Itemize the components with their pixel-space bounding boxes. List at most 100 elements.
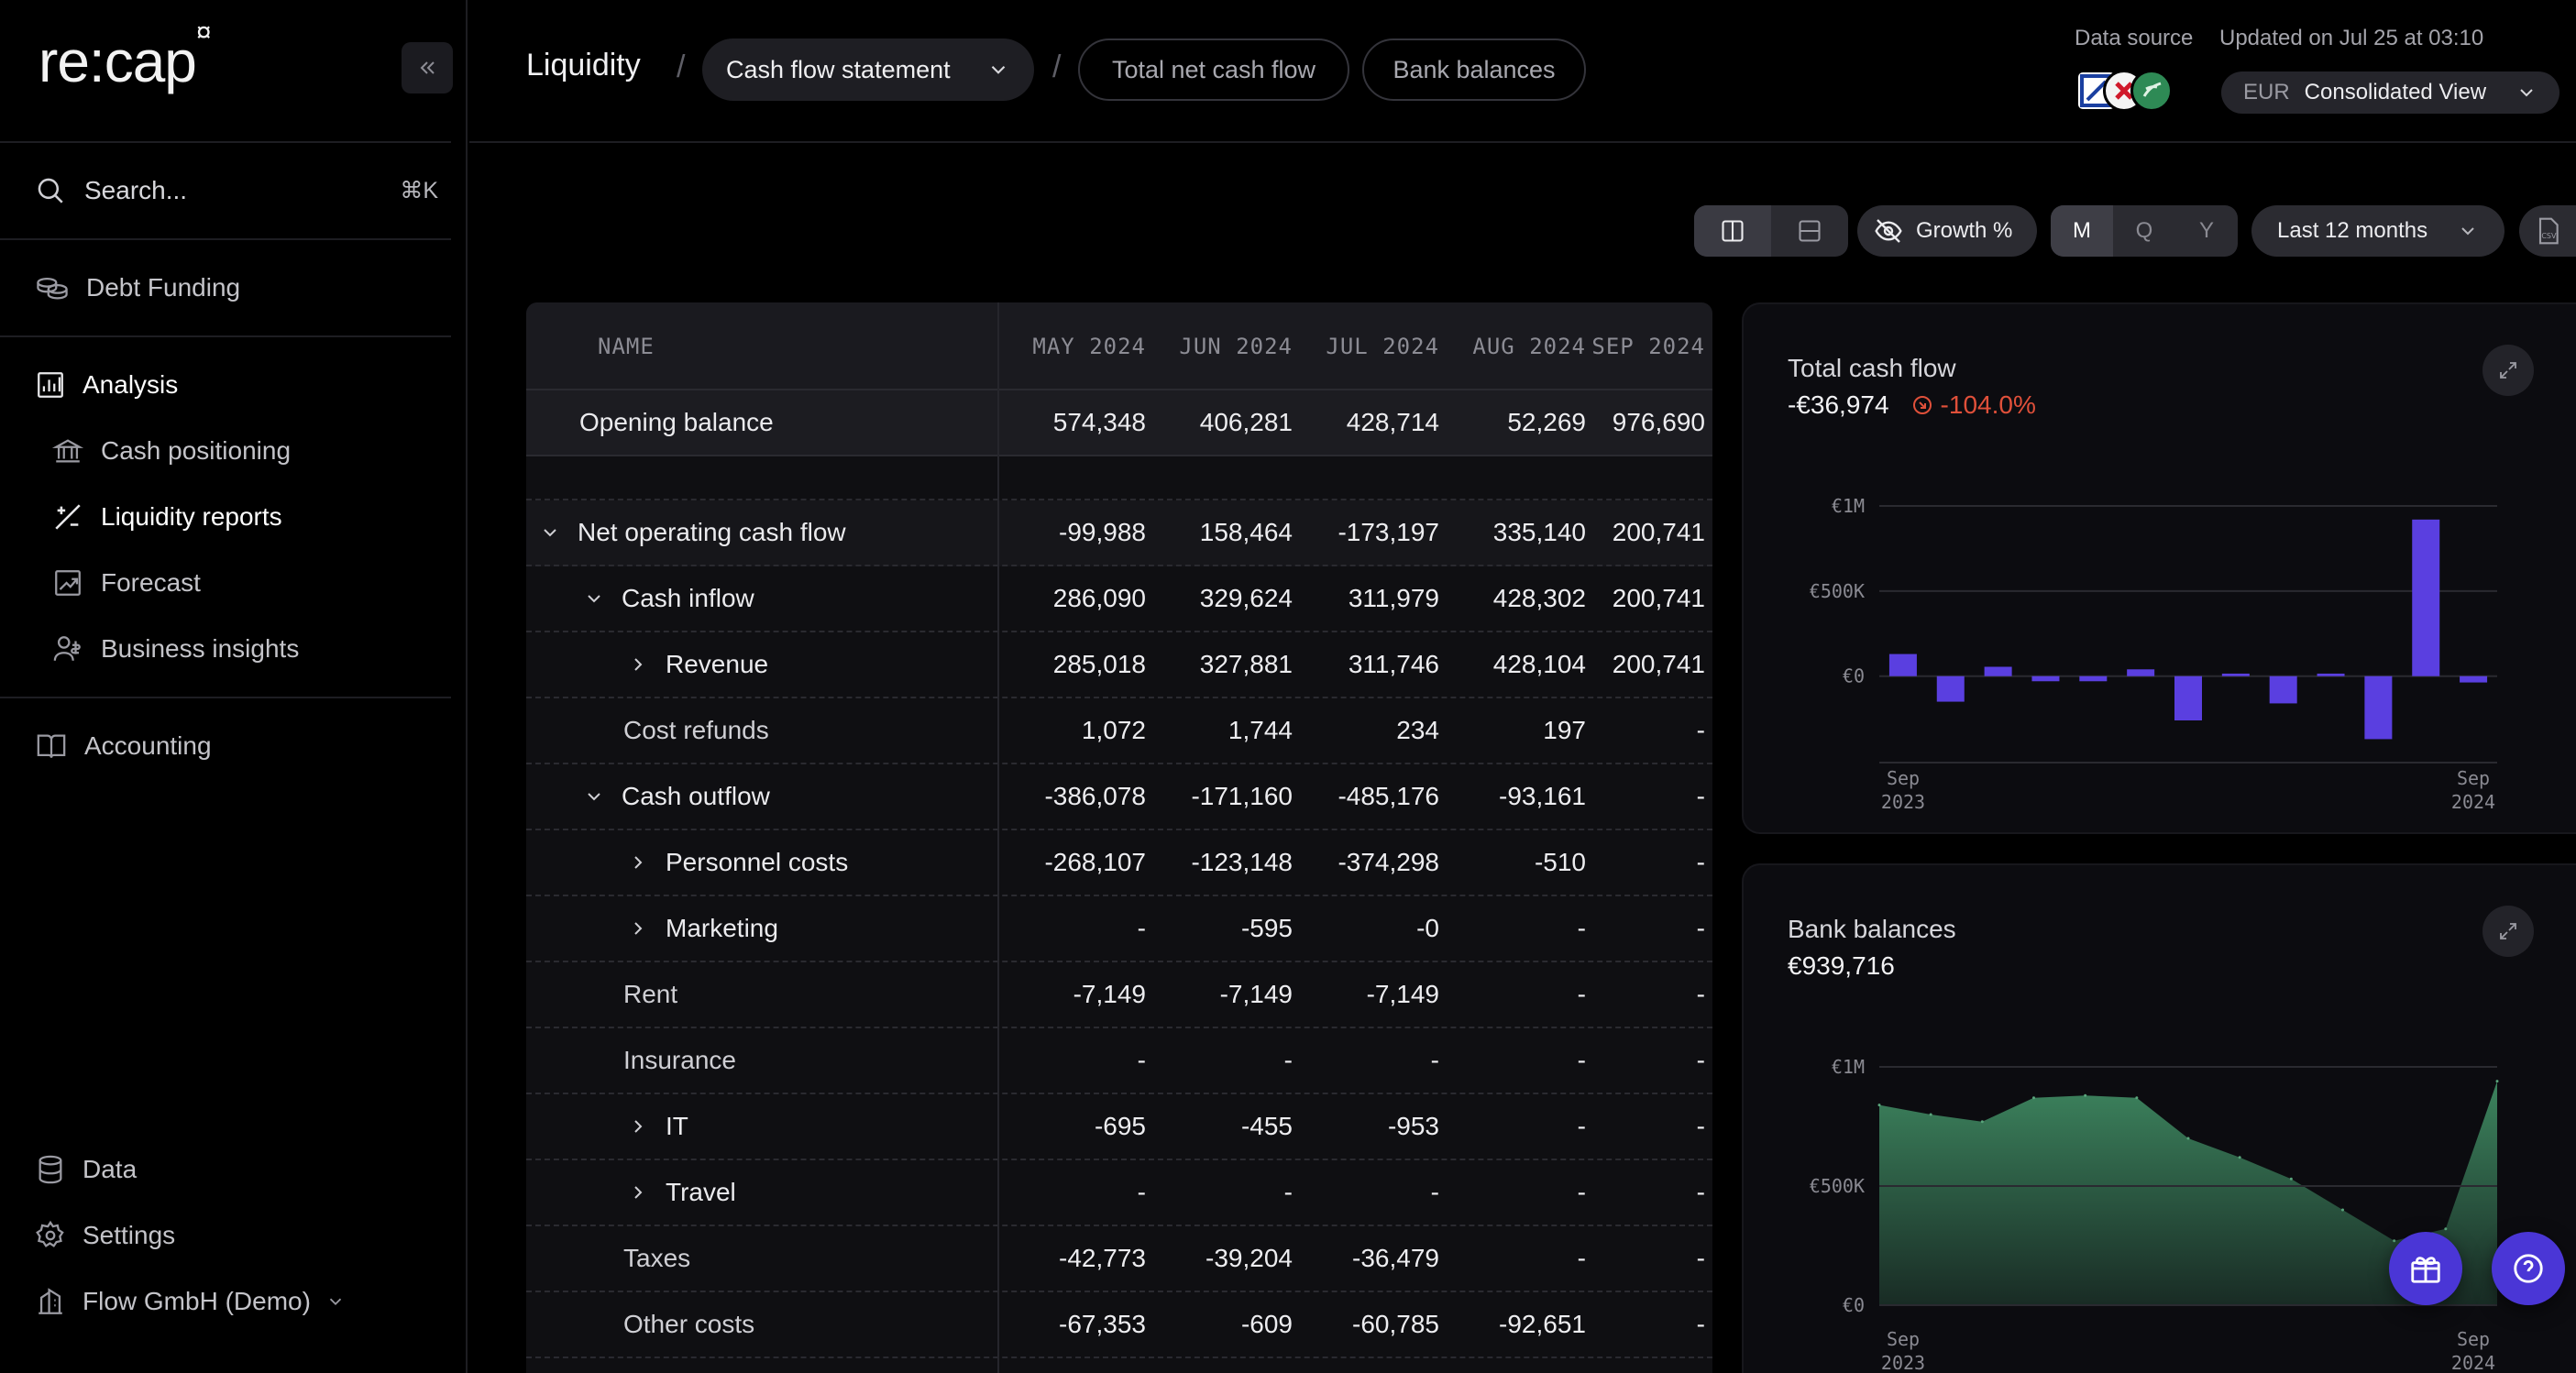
chevron-down-icon bbox=[2461, 227, 2474, 236]
cell-value: - bbox=[1137, 914, 1146, 942]
expand-icon bbox=[2500, 923, 2516, 939]
column-header: SEP 2024 bbox=[1591, 334, 1705, 359]
cell-value: 285,018 bbox=[1052, 650, 1146, 678]
cell-value: - bbox=[1696, 1046, 1705, 1074]
sidebar-item-debt-funding[interactable]: Debt Funding bbox=[35, 268, 240, 308]
gift-icon bbox=[2411, 1257, 2440, 1283]
cell-value: 197 bbox=[1543, 716, 1586, 744]
period-m-button[interactable]: M bbox=[2051, 205, 2113, 257]
chevron-right-icon[interactable] bbox=[627, 851, 649, 873]
y-tick-label: €500K bbox=[1810, 580, 1865, 602]
card-title: Bank balances bbox=[1788, 915, 1956, 943]
csv-export-button[interactable]: CSV bbox=[2519, 205, 2576, 257]
table-row[interactable]: Net operating cash flow -99,988 158,464 -17… bbox=[526, 500, 1712, 566]
sidebar-item-analysis[interactable]: Analysis bbox=[35, 365, 178, 405]
table-row[interactable]: Personnel costs -268,107 -123,148 -374,298 -… bbox=[526, 830, 1712, 896]
cell-value: -953 bbox=[1387, 1112, 1439, 1140]
report-select[interactable]: Cash flow statement bbox=[702, 38, 1034, 101]
sidebar-item-cash-positioning[interactable]: Cash positioning bbox=[51, 431, 291, 471]
search-button[interactable]: Search... ⌘K bbox=[35, 170, 438, 211]
sidebar-item-label: Analysis bbox=[83, 370, 179, 399]
period-label: M bbox=[2073, 218, 2091, 243]
cell-value: 335,140 bbox=[1492, 518, 1586, 546]
range-select[interactable]: Last 12 months bbox=[2251, 205, 2504, 257]
split-horizontal-button[interactable] bbox=[1771, 205, 1848, 257]
split-vertical-button[interactable] bbox=[1694, 205, 1771, 257]
cell-value: - bbox=[1137, 1178, 1146, 1206]
data-point bbox=[2084, 1093, 2087, 1097]
data-point bbox=[2393, 1239, 2396, 1243]
forecast-icon bbox=[55, 570, 81, 596]
table-row[interactable]: Cash outflow -386,078 -171,160 -485,176 -93,… bbox=[526, 764, 1712, 830]
bank-balances-area-chart: €1M €500K €0 Sep 2023 Sep 2024 bbox=[1810, 1056, 2499, 1373]
cell-value: 200,741 bbox=[1612, 518, 1705, 546]
cell-value: 234 bbox=[1396, 716, 1439, 744]
column-header: MAY 2024 bbox=[1032, 334, 1146, 359]
table-row[interactable]: Travel - - - - - bbox=[526, 1160, 1712, 1226]
total-cash-flow-card: Total cash flow -€36,974 -104.0% €1M €500… bbox=[1742, 302, 2576, 834]
sidebar-item-settings[interactable]: Settings bbox=[35, 1215, 175, 1256]
period-q-button[interactable]: Q bbox=[2113, 205, 2175, 257]
chevron-down-icon[interactable] bbox=[583, 588, 605, 610]
bank-logo-icon[interactable] bbox=[2130, 70, 2173, 112]
sidebar-item-accounting[interactable]: Accounting bbox=[35, 726, 212, 766]
row-label: Other costs bbox=[623, 1310, 755, 1338]
sidebar-item-data[interactable]: Data bbox=[35, 1149, 137, 1190]
cell-value: -510 bbox=[1534, 848, 1586, 876]
data-source-label: Data source bbox=[2075, 26, 2194, 50]
currency-view-select[interactable]: EUR Consolidated View bbox=[2221, 71, 2559, 114]
cell-value: - bbox=[1577, 1244, 1586, 1272]
expand-chart-button[interactable] bbox=[2482, 906, 2534, 957]
bar bbox=[2174, 676, 2202, 720]
chevron-right-icon[interactable] bbox=[627, 654, 649, 676]
table-row[interactable]: IT -695 -455 -953 - - bbox=[526, 1094, 1712, 1160]
cell-value: 52,269 bbox=[1507, 408, 1586, 436]
sidebar-item-label: Accounting bbox=[84, 731, 212, 760]
collapse-sidebar-button[interactable] bbox=[402, 42, 453, 93]
period-y-button[interactable]: Y bbox=[2175, 205, 2238, 257]
chevron-down-icon[interactable] bbox=[539, 522, 561, 544]
logo[interactable]: re:cap¤ bbox=[39, 16, 212, 94]
range-label: Last 12 months bbox=[2277, 218, 2428, 243]
expand-chart-button[interactable] bbox=[2482, 345, 2534, 396]
cell-value: - bbox=[1696, 980, 1705, 1008]
tab-bank-balances[interactable]: Bank balances bbox=[1362, 38, 1586, 101]
sidebar-item-forecast[interactable]: Forecast bbox=[51, 563, 201, 603]
cell-value: -60,785 bbox=[1352, 1310, 1439, 1338]
coins-icon bbox=[37, 277, 68, 300]
chevron-right-icon[interactable] bbox=[627, 1115, 649, 1137]
table-row[interactable]: Marketing - -595 -0 - - bbox=[526, 896, 1712, 962]
gift-button[interactable] bbox=[2389, 1232, 2462, 1305]
cell-value: - bbox=[1283, 1178, 1293, 1206]
sidebar-item-business-insights[interactable]: Business insights bbox=[51, 629, 299, 669]
layout-toggle bbox=[1694, 205, 1848, 257]
growth-toggle[interactable]: Growth % bbox=[1857, 205, 2037, 257]
row-label: Taxes bbox=[623, 1244, 691, 1272]
cell-value: -92,651 bbox=[1499, 1310, 1586, 1338]
cell-value: 406,281 bbox=[1199, 408, 1293, 436]
card-value: -€36,974 bbox=[1788, 390, 1889, 419]
page-title: Liquidity bbox=[526, 48, 641, 82]
cell-value: -7,149 bbox=[1073, 980, 1146, 1008]
tab-label: Total net cash flow bbox=[1111, 55, 1316, 83]
chevron-right-icon[interactable] bbox=[627, 917, 649, 939]
cell-value: -39,204 bbox=[1205, 1244, 1293, 1272]
data-point bbox=[2444, 1227, 2448, 1231]
tab-total-net-cash-flow[interactable]: Total net cash flow bbox=[1078, 38, 1349, 101]
data-point bbox=[2341, 1208, 2344, 1212]
row-label: IT bbox=[666, 1112, 688, 1140]
table-row[interactable]: Revenue 285,018 327,881 311,746 428,104 200,7… bbox=[526, 632, 1712, 698]
bar bbox=[1888, 654, 1917, 676]
x-tick-label: Sep 2024 bbox=[2451, 767, 2495, 813]
bank-icon bbox=[51, 439, 84, 463]
sidebar-item-liquidity-reports[interactable]: Liquidity reports bbox=[51, 497, 282, 537]
columns-icon bbox=[1722, 220, 1744, 242]
table-row[interactable]: Cash inflow 286,090 329,624 311,979 428,302 2… bbox=[526, 566, 1712, 632]
cell-value: -7,149 bbox=[1219, 980, 1293, 1008]
chevron-down-icon[interactable] bbox=[583, 785, 605, 807]
company-switcher[interactable]: Flow GmbH (Demo) bbox=[35, 1281, 346, 1322]
period-label: Y bbox=[2198, 218, 2214, 243]
help-button[interactable] bbox=[2492, 1232, 2565, 1305]
row-label: Revenue bbox=[666, 650, 769, 678]
chevron-right-icon[interactable] bbox=[627, 1181, 649, 1203]
